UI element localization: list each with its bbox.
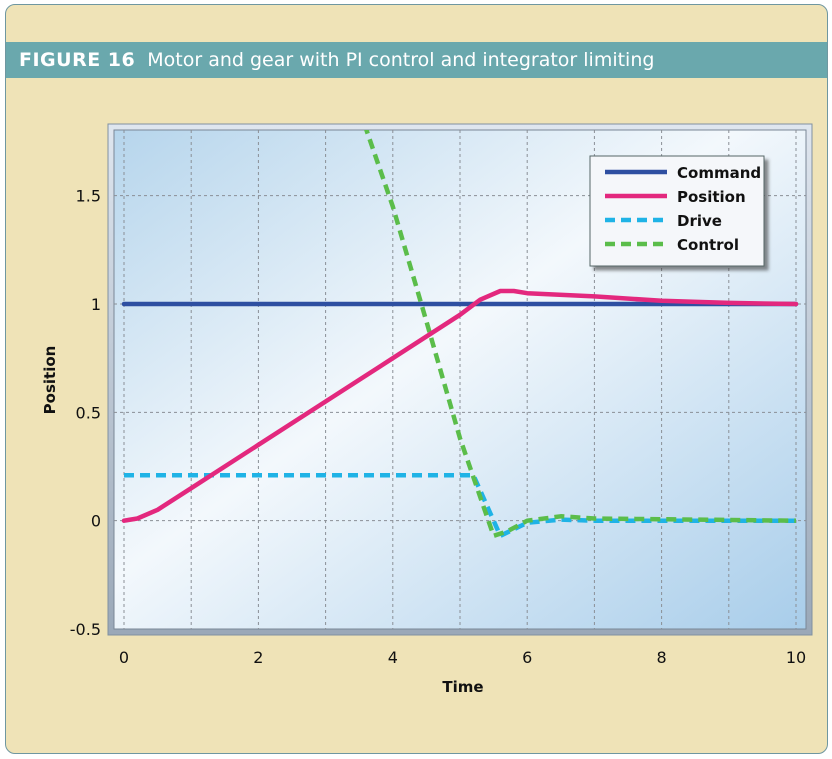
y-axis-label: Position: [41, 346, 59, 415]
x-axis-label: Time: [442, 678, 483, 696]
series-line-control: [364, 130, 797, 539]
legend-items: Command Position Drive Control: [605, 164, 761, 254]
y-tick-label: 0.5: [76, 403, 101, 422]
x-tick-label: 4: [388, 648, 398, 667]
series-line-position: [121, 288, 799, 523]
legend-label-drive: Drive: [677, 212, 722, 230]
y-tick-label: 0: [91, 512, 101, 531]
ticks: 0 2 4 6 8 10 -0.5 0 0.5 1 1.5: [70, 187, 806, 667]
legend-label-command: Command: [677, 164, 761, 182]
x-tick-label: 10: [786, 648, 806, 667]
x-tick-label: 6: [522, 648, 532, 667]
x-tick-label: 8: [657, 648, 667, 667]
series-layer: [121, 130, 799, 539]
figure-label: FIGURE 16: [19, 49, 136, 71]
y-tick-label: -0.5: [70, 620, 101, 639]
legend-label-position: Position: [677, 188, 746, 206]
figure-header: FIGURE 16 Motor and gear with PI control…: [6, 42, 827, 78]
y-tick-label: 1: [91, 295, 101, 314]
x-tick-label: 0: [119, 648, 129, 667]
y-tick-label: 1.5: [76, 187, 101, 206]
legend-box: [589, 155, 765, 267]
figure-caption: Motor and gear with PI control and integ…: [147, 49, 655, 71]
legend-label-control: Control: [677, 236, 739, 254]
x-tick-label: 2: [253, 648, 263, 667]
legend: Command Position Drive Control: [589, 155, 765, 267]
